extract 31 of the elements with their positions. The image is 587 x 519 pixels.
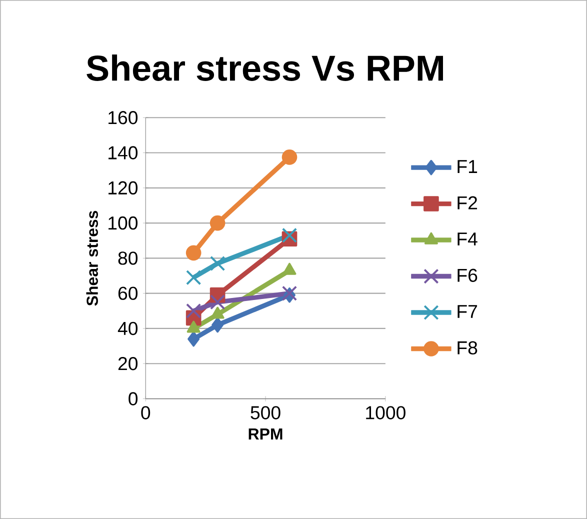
y-tick-label: 20 [118, 356, 138, 370]
x-tick-label: 500 [250, 406, 280, 420]
legend-label: F8 [458, 341, 478, 354]
y-tick-label: 140 [108, 146, 138, 160]
point [186, 245, 202, 261]
point [210, 256, 226, 272]
legend-label: F6 [458, 268, 478, 282]
legend-label: F7 [458, 305, 478, 318]
point [282, 228, 298, 243]
y-axis-title: Shear stress [86, 210, 98, 306]
chart-title: Shear stress Vs RPM [86, 54, 443, 81]
point [282, 149, 298, 165]
point [210, 294, 226, 310]
point [212, 317, 224, 333]
point [186, 303, 202, 318]
y-tick-label: 120 [108, 181, 138, 195]
y-tick-label: 40 [118, 322, 138, 336]
y-tick-label: 60 [118, 286, 138, 300]
y-tick-label: 100 [108, 216, 138, 230]
point [186, 270, 202, 286]
legend-label: F2 [458, 196, 478, 210]
point [188, 331, 200, 347]
legend-label: F1 [458, 160, 478, 173]
y-tick-label: 0 [128, 392, 138, 406]
x-tick-label: 1000 [366, 406, 406, 420]
y-tick-label: 80 [118, 252, 138, 265]
legend-label: F4 [458, 232, 478, 246]
point [210, 215, 226, 231]
x-tick-label: 0 [141, 406, 150, 420]
y-tick-label: 160 [108, 111, 138, 124]
x-axis-title: RPM [248, 428, 282, 440]
